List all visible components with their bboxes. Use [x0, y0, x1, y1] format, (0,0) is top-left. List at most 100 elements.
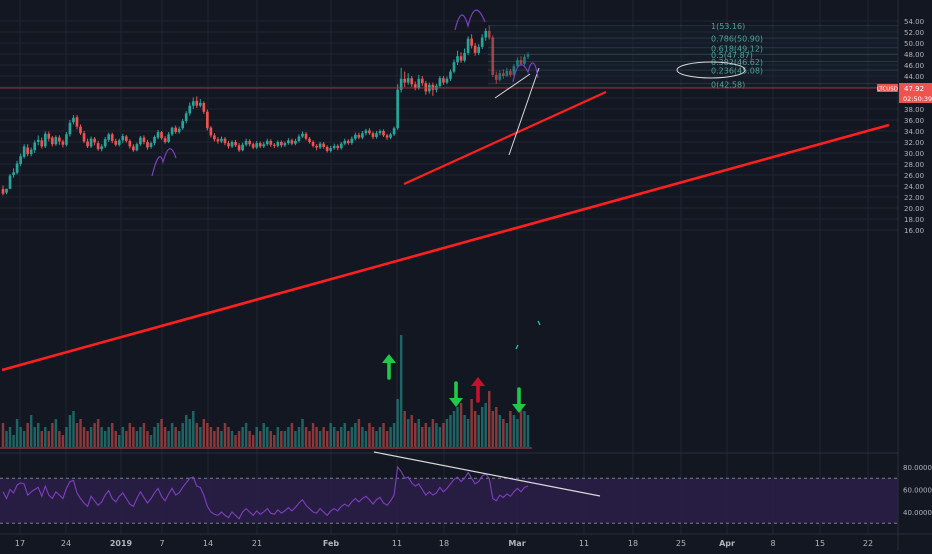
candle-body-42 [149, 143, 153, 147]
volume-bar-40 [142, 423, 146, 447]
volume-bar-23 [82, 427, 86, 447]
volume-bar-136 [480, 407, 484, 447]
volume-bar-86 [304, 427, 308, 447]
candle-body-141 [498, 73, 502, 80]
candle-body-149 [526, 54, 530, 57]
candle-body-25 [89, 138, 93, 147]
candle-body-52 [184, 113, 188, 122]
candle-body-55 [195, 100, 199, 106]
volume-bar-122 [431, 419, 435, 447]
candle-body-98 [346, 140, 350, 144]
volume-bar-34 [121, 427, 125, 447]
volume-bar-132 [466, 419, 470, 447]
volume-bar-68 [241, 427, 244, 447]
volume-bar-62 [220, 431, 223, 447]
candle-body-96 [339, 143, 343, 149]
candle-body-36 [128, 140, 132, 147]
candle-body-29 [103, 139, 107, 147]
fib-label-6: 0(42.58) [711, 80, 745, 89]
volume-bar-76 [269, 431, 273, 447]
candle-body-111 [392, 128, 396, 135]
candle-body-92 [325, 146, 329, 151]
price-tick-4: 46.00 [904, 62, 924, 70]
candle-body-66 [234, 142, 237, 146]
candle-body-95 [336, 145, 340, 149]
time-tick-10: 11 [579, 539, 589, 548]
rsi-pane [0, 451, 932, 524]
candle-body-124 [438, 78, 442, 86]
price-tick-18: 18.00 [904, 216, 924, 224]
candle-body-7 [26, 147, 30, 155]
long-trendline [1, 123, 890, 372]
volume-bar-46 [163, 427, 167, 447]
green-down-arrow-1-head [449, 398, 463, 407]
volume-bar-89 [315, 427, 318, 447]
price-tick-0: 54.00 [904, 18, 924, 26]
candle-body-137 [484, 30, 488, 38]
candle-body-26 [93, 138, 96, 143]
volume-bar-38 [135, 431, 139, 447]
fibonacci-retracement[interactable]: 1(53.16) 0.786(50.90)0.618(49.12)0.5(47.8… [488, 22, 898, 89]
volume-bar-139 [491, 411, 494, 447]
candle-body-76 [269, 140, 273, 145]
volume-bar-106 [375, 431, 378, 447]
candle-body-147 [519, 60, 523, 64]
volume-bar-31 [110, 423, 114, 447]
candle-body-115 [406, 78, 410, 83]
candle-body-10 [36, 139, 40, 142]
volume-bar-85 [301, 419, 304, 447]
price-tick-3: 48.00 [904, 51, 924, 59]
candle-body-9 [33, 142, 37, 151]
volume-bar-5 [19, 427, 22, 447]
candle-body-106 [375, 133, 378, 138]
time-tick-0: 17 [15, 539, 25, 548]
volume-bar-137 [484, 403, 487, 447]
candle-body-4 [15, 163, 19, 173]
countdown-tag-bg [899, 93, 932, 103]
candle-body-59 [209, 127, 213, 136]
candle-body-144 [509, 71, 512, 75]
candle-body-94 [332, 145, 336, 149]
candle-body-19 [68, 122, 72, 135]
volume-bar-60 [213, 431, 216, 447]
fib-label-3: 0.5(47.87) [711, 51, 753, 60]
candle-body-31 [110, 134, 114, 141]
volume-bar-15 [54, 419, 58, 447]
volume-bar-145 [512, 415, 516, 447]
volume-bar-103 [364, 431, 368, 447]
volume-bar-93 [329, 423, 332, 447]
candle-body-120 [424, 83, 428, 92]
candle-body-90 [318, 143, 322, 148]
volume-bar-75 [266, 427, 269, 447]
wedge-upper-line [494, 73, 531, 99]
rsi-tick-1: 60.0000 [903, 487, 932, 495]
volume-bar-146 [516, 419, 519, 447]
volume-bar-69 [244, 423, 248, 447]
volume-bar-22 [79, 419, 82, 447]
volume-bar-30 [107, 427, 110, 447]
volume-bar-92 [325, 431, 329, 447]
volume-bar-3 [12, 435, 15, 447]
volume-bar-17 [61, 435, 65, 447]
candle-body-100 [354, 134, 357, 139]
volume-bar-81 [287, 427, 290, 447]
time-tick-16: 22 [863, 539, 873, 548]
volume-bar-7 [26, 423, 29, 447]
price-tick-1: 52.00 [904, 29, 924, 37]
candle-body-15 [54, 137, 58, 145]
drawing-annotations[interactable] [0, 9, 898, 413]
volume-bar-140 [495, 407, 498, 447]
volume-bar-63 [223, 423, 227, 447]
price-tick-10: 34.00 [904, 128, 924, 136]
price-tick-11: 32.00 [904, 139, 924, 147]
green-up-arrow-head [382, 354, 396, 363]
candle-body-78 [276, 142, 280, 146]
time-tick-9: Mar [508, 539, 525, 548]
candle-body-93 [329, 148, 333, 151]
price-tick-9: 36.00 [904, 117, 924, 125]
candle-body-65 [230, 142, 234, 147]
candle-body-139 [491, 37, 495, 75]
